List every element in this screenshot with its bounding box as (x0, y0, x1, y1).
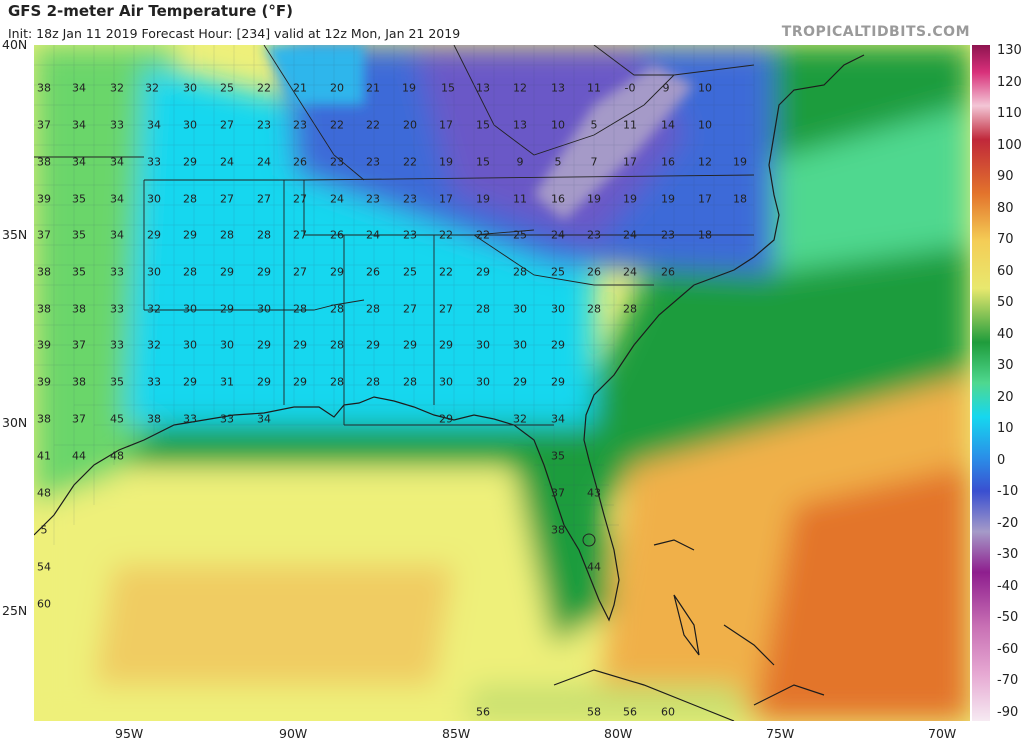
county-lines (34, 45, 755, 585)
border-tn-ky (303, 174, 755, 181)
colorbar-tick-label: 120 (997, 74, 1022, 90)
lat-label-35n: 35N (2, 227, 28, 242)
florida-green (504, 425, 614, 605)
border-sc-nc (473, 234, 654, 286)
colorbar (972, 45, 990, 721)
colorbar-tick-label: 0 (997, 452, 1006, 468)
border-mo (263, 45, 365, 181)
colorbar-tick-label: -10 (997, 484, 1019, 500)
colorbar-tick-label: 10 (997, 421, 1014, 437)
map-canvas (34, 45, 970, 721)
border-wv-va (453, 45, 675, 156)
colorbar-gradient (972, 45, 990, 721)
brand-watermark: TROPICALTIDBITS.COM (781, 24, 970, 40)
gulf-warm-zone (94, 565, 454, 685)
temperature-map: 38 34 32 32 30 25 22 21 20 21 19 15 13 12 13 11 -0 9 10 37 3… (34, 45, 970, 721)
grand-bahama (653, 539, 695, 551)
temperature-field (34, 45, 970, 721)
northwest-cool (264, 45, 364, 105)
bahamas-andros (673, 594, 700, 656)
lon-label-90w: 90W (279, 726, 308, 741)
coastlines (34, 54, 865, 721)
lon-label-70w: 70W (928, 726, 957, 741)
county-grid-h (34, 64, 754, 526)
colorbar-tick-label: 40 (997, 326, 1014, 342)
county-grid-v (53, 45, 755, 585)
colorbar-tick-label: 130 (997, 43, 1022, 58)
colorbar-tick-label: 30 (997, 358, 1014, 374)
bahamas-island (723, 624, 775, 666)
colorbar-tick-label: 80 (997, 200, 1014, 216)
lon-label-80w: 80W (604, 726, 633, 741)
colorbar-tick-label: 110 (997, 106, 1022, 122)
cuba-zone (464, 685, 754, 721)
lake-okeechobee (582, 533, 596, 547)
hot-ocean-zone (754, 465, 970, 721)
colorbar-tick-label: -40 (997, 578, 1019, 594)
gulf-coast-green (94, 405, 614, 645)
colorbar-tick-label: -30 (997, 547, 1019, 563)
colorbar-tick-label: -90 (997, 705, 1019, 720)
colorbar-tick-label: 70 (997, 232, 1014, 248)
mountain-cold-streak (534, 65, 694, 220)
colorbar-tick-label: -70 (997, 673, 1019, 689)
atlantic-teal (754, 105, 970, 275)
lon-label-85w: 85W (442, 726, 471, 741)
colorbar-tick-label: 20 (997, 389, 1014, 405)
border-ar-la (144, 299, 365, 311)
border-ok-ks-line (144, 179, 754, 236)
map-title: GFS 2-meter Air Temperature (°F) (8, 2, 293, 20)
colorbar-tick-label: -60 (997, 641, 1019, 657)
cuba-coast (553, 669, 735, 721)
colorbar-tick-label: 60 (997, 263, 1014, 279)
bahamas-south (753, 684, 825, 706)
state-borders (34, 45, 755, 426)
lon-label-75w: 75W (766, 726, 795, 741)
colorbar-tick-label: 50 (997, 295, 1014, 311)
border-md (593, 45, 755, 76)
appalachian-streak (264, 45, 694, 220)
colorbar-tick-label: 90 (997, 169, 1014, 185)
map-subtitle: Init: 18z Jan 11 2019 Forecast Hour: [23… (8, 26, 461, 41)
colorbar-tick-label: 100 (997, 137, 1022, 153)
colorbar-tick-label: -50 (997, 610, 1019, 626)
lon-label-95w: 95W (115, 726, 144, 741)
lat-label-40n: 40N (2, 37, 28, 52)
main-coastline (34, 54, 865, 622)
lat-label-30n: 30N (2, 415, 28, 430)
lat-label-25n: 25N (2, 603, 28, 618)
colorbar-tick-label: -20 (997, 515, 1019, 531)
